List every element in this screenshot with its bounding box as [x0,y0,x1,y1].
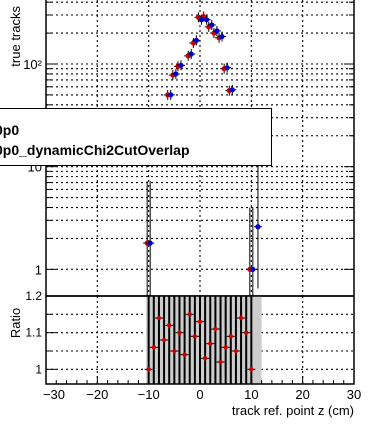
y-tick-label: 10² [23,57,42,72]
ratio-point [213,326,218,332]
ratio-point [233,348,239,354]
ratio-point [238,315,244,321]
legend-entry-0p0: 0p0 [0,122,20,138]
x-tick-label: 20 [295,387,309,402]
ratio-point [192,334,198,339]
x-tick-label: −10 [138,387,160,402]
legend-entry-dynamic-chi2: 0p0_dynamicChi2CutOverlap [0,142,190,158]
ratio-point [223,345,228,350]
data-point-dynamic-chi2 [224,65,230,71]
data-point-dynamic-chi2 [198,17,205,23]
data-point-dynamic-chi2 [250,266,256,272]
ratio-point [249,367,254,372]
data-point-dynamic-chi2 [209,22,215,28]
data-point-dynamic-chi2 [214,28,220,34]
ratio-y-tick-label: 1.2 [25,289,42,303]
data-point-dynamic-chi2 [255,224,261,230]
ratio-point [167,323,172,328]
data-point-dynamic-chi2 [229,87,235,93]
ratio-point [151,345,156,350]
ratio-y-tick-label: 1 [35,362,42,376]
ratio-point [228,334,233,339]
ratio-point [161,337,167,343]
data-point-dynamic-chi2 [178,62,184,68]
ratio-point [208,341,213,346]
ratio-point [177,330,182,335]
ratio-point [156,315,162,321]
ratio-point [182,352,187,357]
data-point-dynamic-chi2 [147,240,153,246]
data-point-dynamic-chi2 [168,92,174,98]
legend: 0p0 0p0_dynamicChi2CutOverlap [0,108,272,166]
ratio-point [187,312,192,317]
data-point-dynamic-chi2 [219,33,225,40]
x-axis-label: track ref. point z (cm) [232,403,354,418]
x-tick-label: 0 [196,387,203,402]
x-tick-label: −20 [86,387,108,402]
ratio-y-axis-label: Ratio [8,308,23,338]
ratio-point [202,356,208,361]
y-tick-label: 1 [35,262,42,277]
data-point-dynamic-chi2 [173,71,179,77]
ratio-point [197,319,203,324]
x-tick-label: −30 [43,387,65,402]
ratio-point [146,367,151,372]
ratio-y-tick-label: 1.1 [25,326,42,340]
data-point-dynamic-chi2 [204,17,210,23]
top-y-axis-label: true tracks [8,6,23,67]
ratio-panel: 1 1.1 1.2 −30 −20 −10 0 10 20 30 [25,289,361,402]
data-point-dynamic-chi2 [188,51,194,57]
ratio-point [244,330,249,335]
data-point-dynamic-chi2 [193,37,199,43]
ratio-point [172,348,177,354]
ratio-point [218,359,223,365]
x-tick-label: 10 [244,387,258,402]
x-tick-label: 30 [347,387,361,402]
